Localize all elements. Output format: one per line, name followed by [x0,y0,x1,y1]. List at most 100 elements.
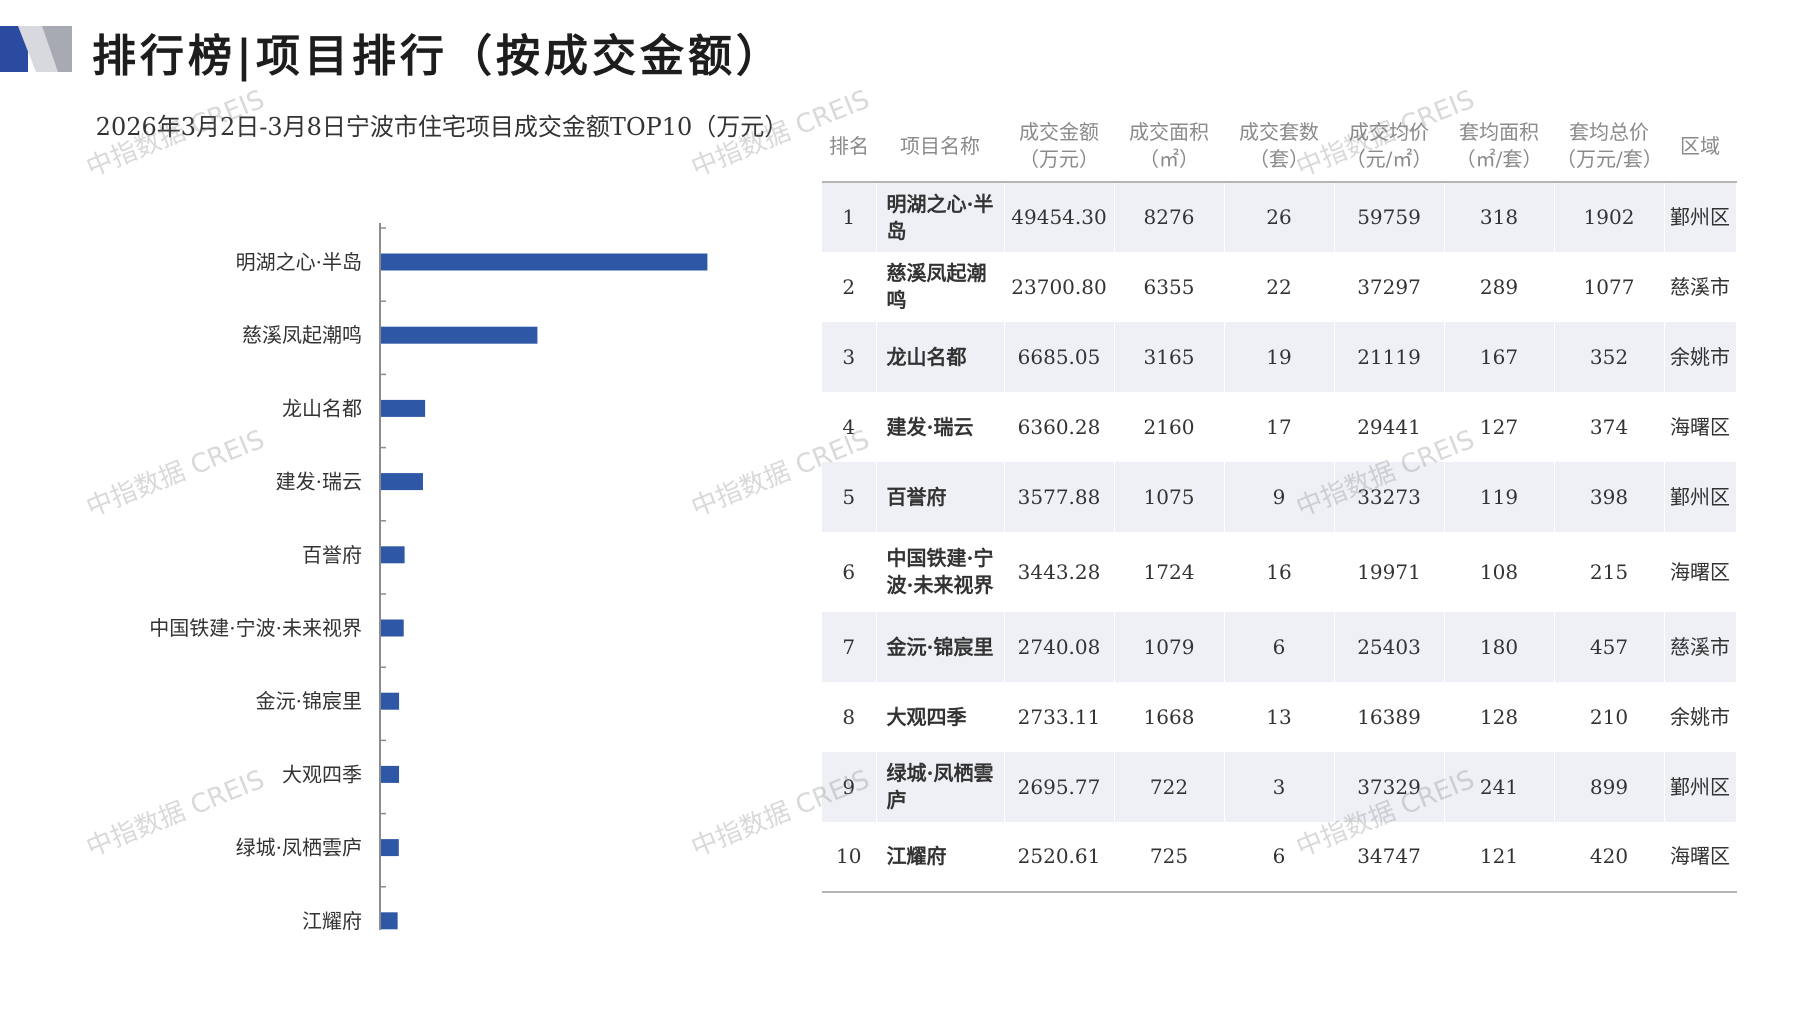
table-row: 3 龙山名都 6685.05 3165 19 21119 167 352 余姚市 [822,322,1737,392]
table-cell: 6 [1224,822,1335,892]
logo-icon [0,26,72,72]
table-cell: 2695.77 [1004,752,1115,822]
table-cell: 9 [822,752,877,822]
table-cell: 180 [1444,612,1555,682]
table-header-cell: 套均总价 （万元/套） [1554,111,1664,182]
table-cell: 318 [1444,182,1555,252]
table-cell: 明湖之心·半岛 [876,182,1005,252]
table-cell: 352 [1554,322,1665,392]
table-header-cell: 成交金额 （万元） [1004,111,1114,182]
table-cell: 金沅·锦宸里 [876,612,1005,682]
table-cell: 37297 [1334,252,1445,322]
header-unit: （元/㎡） [1345,147,1433,171]
table-cell: 49454.30 [1004,182,1115,252]
header-unit: （万元） [1019,147,1099,171]
table-cell: 大观四季 [876,682,1005,752]
table-cell: 鄞州区 [1664,752,1737,822]
table-cell: 1 [822,182,877,252]
table-cell: 121 [1444,822,1555,892]
table-header-cell: 成交套数 （套） [1224,111,1334,182]
table-cell: 420 [1554,822,1665,892]
category-label: 龙山名都 [282,396,362,420]
header-unit: （㎡/套） [1455,147,1543,171]
table-cell: 127 [1444,392,1555,462]
table-cell: 3 [822,322,877,392]
table-cell: 26 [1224,182,1335,252]
category-label: 建发·瑞云 [276,470,362,494]
table-row: 8 大观四季 2733.11 1668 13 16389 128 210 余姚市 [822,682,1737,752]
table-cell: 59759 [1334,182,1445,252]
table-cell: 2733.11 [1004,682,1115,752]
table-cell: 215 [1554,532,1665,612]
table-row: 9 绿城·凤栖雲庐 2695.77 722 3 37329 241 899 鄞州区 [822,752,1737,822]
header-label: 成交金额 [1019,120,1099,144]
header-label: 排名 [829,133,869,158]
table-cell: 3165 [1114,322,1225,392]
table-cell: 绿城·凤栖雲庐 [876,752,1005,822]
table-cell: 海曙区 [1664,392,1737,462]
table-header-cell: 成交均价 （元/㎡） [1334,111,1444,182]
table-header-row: 排名 项目名称 成交金额 （万元） 成交面积 （㎡） 成交套数 （套） 成交均价 （元/㎡） 套均面… [822,111,1736,182]
table-cell: 5 [822,462,877,532]
table-cell: 1079 [1114,612,1225,682]
table-cell: 海曙区 [1664,822,1737,892]
header-label: 套均面积 [1459,120,1539,144]
header-label: 成交均价 [1349,120,1429,144]
table-header-cell: 套均面积 （㎡/套） [1444,111,1554,182]
table-cell: 3577.88 [1004,462,1115,532]
table-cell: 建发·瑞云 [876,392,1005,462]
table-cell: 6 [822,532,877,612]
bar [381,546,405,564]
header-unit: （套） [1249,147,1309,171]
table-cell: 25403 [1334,612,1445,682]
bar [381,619,404,637]
table-cell: 722 [1114,752,1225,822]
table-row: 4 建发·瑞云 6360.28 2160 17 29441 127 374 海曙区 [822,392,1737,462]
table-cell: 398 [1554,462,1665,532]
table-cell: 16 [1224,532,1335,612]
table-cell: 29441 [1334,392,1445,462]
category-label: 大观四季 [282,762,362,786]
category-label: 绿城·凤栖雲庐 [236,836,362,860]
header-label: 套均总价 [1569,120,1649,144]
category-label: 明湖之心·半岛 [236,250,362,274]
bar [381,692,400,710]
table-cell: 374 [1554,392,1665,462]
table-cell: 10 [822,822,877,892]
table-cell: 17 [1224,392,1335,462]
page-title: 排行榜|项目排行（按成交金额） [92,31,785,82]
table-cell: 中国铁建·宁波·未来视界 [876,532,1005,612]
table-cell: 16389 [1334,682,1445,752]
table-cell: 6355 [1114,252,1225,322]
bar-chart: 明湖之心·半岛慈溪凤起潮鸣龙山名都建发·瑞云百誉府中国铁建·宁波·未来视界金沅·… [149,223,708,933]
table-cell: 23700.80 [1004,252,1115,322]
table-cell: 167 [1444,322,1555,392]
table-row: 10 江耀府 2520.61 725 6 34747 121 420 海曙区 [822,822,1737,892]
table-cell: 1902 [1554,182,1665,252]
table-cell: 慈溪市 [1664,612,1737,682]
header-label: 成交面积 [1129,120,1209,144]
table-cell: 33273 [1334,462,1445,532]
table-header-cell: 成交面积 （㎡） [1114,111,1224,182]
table-row: 5 百誉府 3577.88 1075 9 33273 119 398 鄞州区 [822,462,1737,532]
table-cell: 3 [1224,752,1335,822]
header-label: 成交套数 [1239,120,1319,144]
table-cell: 鄞州区 [1664,182,1737,252]
bar [381,765,400,783]
bar [381,912,398,930]
ranking-table-container: 排名 项目名称 成交金额 （万元） 成交面积 （㎡） 成交套数 （套） 成交均价 （元/㎡） 套均面… [822,111,1737,893]
table-cell: 6 [1224,612,1335,682]
table-header-cell: 项目名称 [876,111,1004,182]
table-cell: 899 [1554,752,1665,822]
table-cell: 2520.61 [1004,822,1115,892]
table-row: 1 明湖之心·半岛 49454.30 8276 26 59759 318 1902 鄞州区 [822,182,1737,252]
table-cell: 119 [1444,462,1555,532]
bar [381,839,399,857]
table-cell: 241 [1444,752,1555,822]
table-row: 7 金沅·锦宸里 2740.08 1079 6 25403 180 457 慈溪市 [822,612,1737,682]
table-cell: 海曙区 [1664,532,1737,612]
table-cell: 鄞州区 [1664,462,1737,532]
table-cell: 6360.28 [1004,392,1115,462]
category-label: 江耀府 [302,909,362,933]
table-cell: 7 [822,612,877,682]
